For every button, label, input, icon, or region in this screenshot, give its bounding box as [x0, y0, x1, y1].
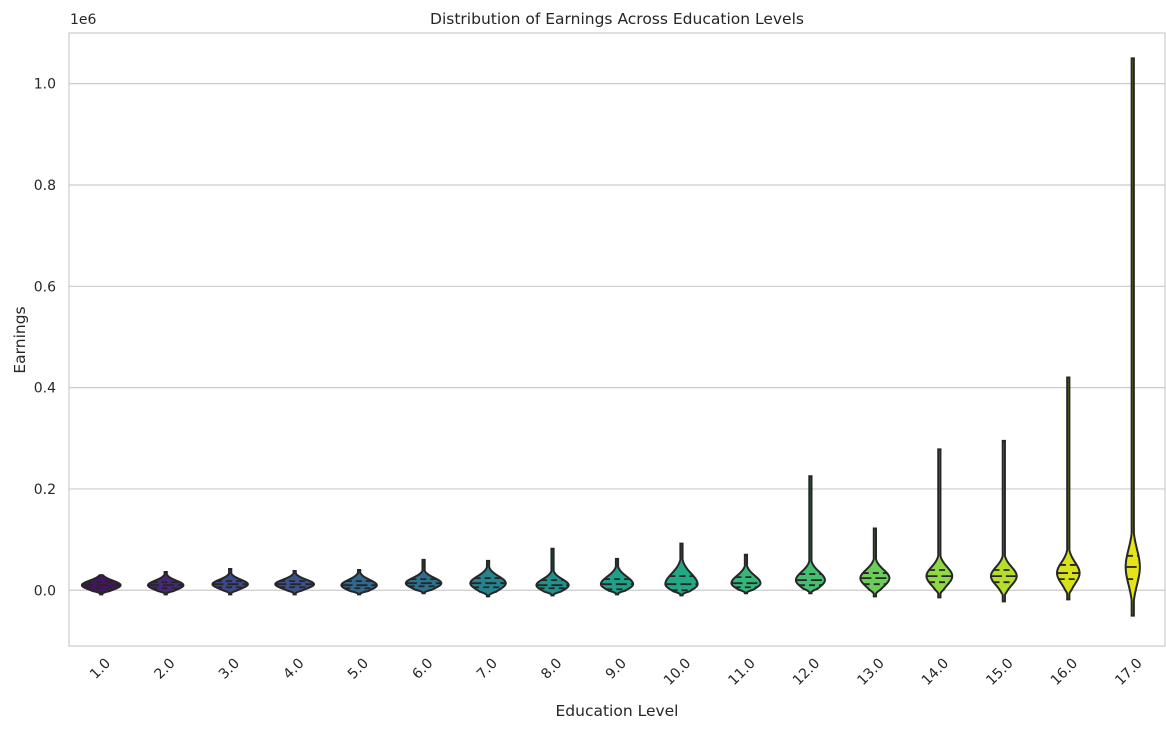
violin-group	[1056, 376, 1081, 601]
x-tick-label: 6.0	[409, 656, 436, 683]
x-tick-label: 16.0	[1048, 656, 1081, 689]
violin-body	[664, 542, 699, 597]
violins	[80, 57, 1141, 617]
grid-lines	[69, 83, 1165, 591]
x-tick-label: 9.0	[603, 656, 630, 683]
x-tick-label: 8.0	[538, 656, 565, 683]
violin-group	[535, 547, 570, 597]
y-axis-label: Earnings	[11, 306, 29, 373]
violin-body	[989, 439, 1018, 603]
violin-group	[340, 569, 378, 596]
violin-group	[599, 557, 635, 596]
violin-group	[274, 570, 315, 596]
x-tick-label: 1.0	[87, 656, 114, 683]
violin-group	[146, 571, 185, 596]
violin-body	[404, 558, 443, 595]
y-tick-label: 0.8	[34, 178, 56, 194]
x-tick-label: 15.0	[983, 656, 1016, 689]
x-axis-label: Education Level	[555, 702, 678, 720]
violin-group	[859, 527, 891, 598]
violin-group	[925, 448, 954, 599]
violin-group	[1124, 57, 1141, 617]
y-tick-label: 0.0	[34, 583, 56, 599]
violin-group	[664, 542, 699, 597]
x-tick-labels: 1.0 2.0 3.0 4.0 5.0 6.0 7.0 8.0 9.0 10.0 11.0 12.0 1…	[87, 656, 1146, 689]
x-tick-label: 4.0	[280, 656, 307, 683]
violin-body	[1124, 57, 1141, 617]
chart-title: Distribution of Earnings Across Educatio…	[430, 10, 804, 28]
violin-group	[794, 475, 826, 595]
x-tick-label: 12.0	[790, 656, 823, 689]
x-tick-label: 3.0	[216, 656, 243, 683]
y-tick-label: 0.2	[34, 482, 56, 498]
x-tick-label: 11.0	[725, 656, 758, 689]
x-tick-label: 17.0	[1112, 656, 1145, 689]
y-offset-label: 1e6	[70, 12, 97, 28]
violin-body	[274, 570, 315, 596]
violin-group	[989, 439, 1018, 603]
y-tick-label: 1.0	[34, 77, 56, 93]
x-tick-label: 7.0	[474, 656, 501, 683]
x-tick-label: 5.0	[345, 656, 372, 683]
y-tick-labels: 0.0 0.2 0.4 0.6 0.8 1.0	[34, 77, 56, 600]
violin-group	[80, 574, 122, 596]
y-tick-label: 0.4	[34, 381, 56, 397]
x-tick-label: 10.0	[661, 656, 694, 689]
violin-group	[211, 568, 249, 596]
plot-frame	[68, 32, 1166, 647]
violin-group	[730, 553, 762, 595]
x-tick-label: 2.0	[151, 656, 178, 683]
violin-body	[146, 571, 185, 596]
violin-body	[925, 448, 954, 599]
violin-body	[599, 557, 635, 596]
violin-group	[404, 558, 443, 595]
violin-body	[794, 475, 826, 595]
y-tick-label: 0.6	[34, 279, 56, 295]
violin-group	[469, 559, 507, 598]
violin-body	[1056, 376, 1081, 601]
x-tick-label: 13.0	[854, 656, 887, 689]
violin-body	[859, 527, 891, 598]
x-tick-label: 14.0	[919, 656, 952, 689]
